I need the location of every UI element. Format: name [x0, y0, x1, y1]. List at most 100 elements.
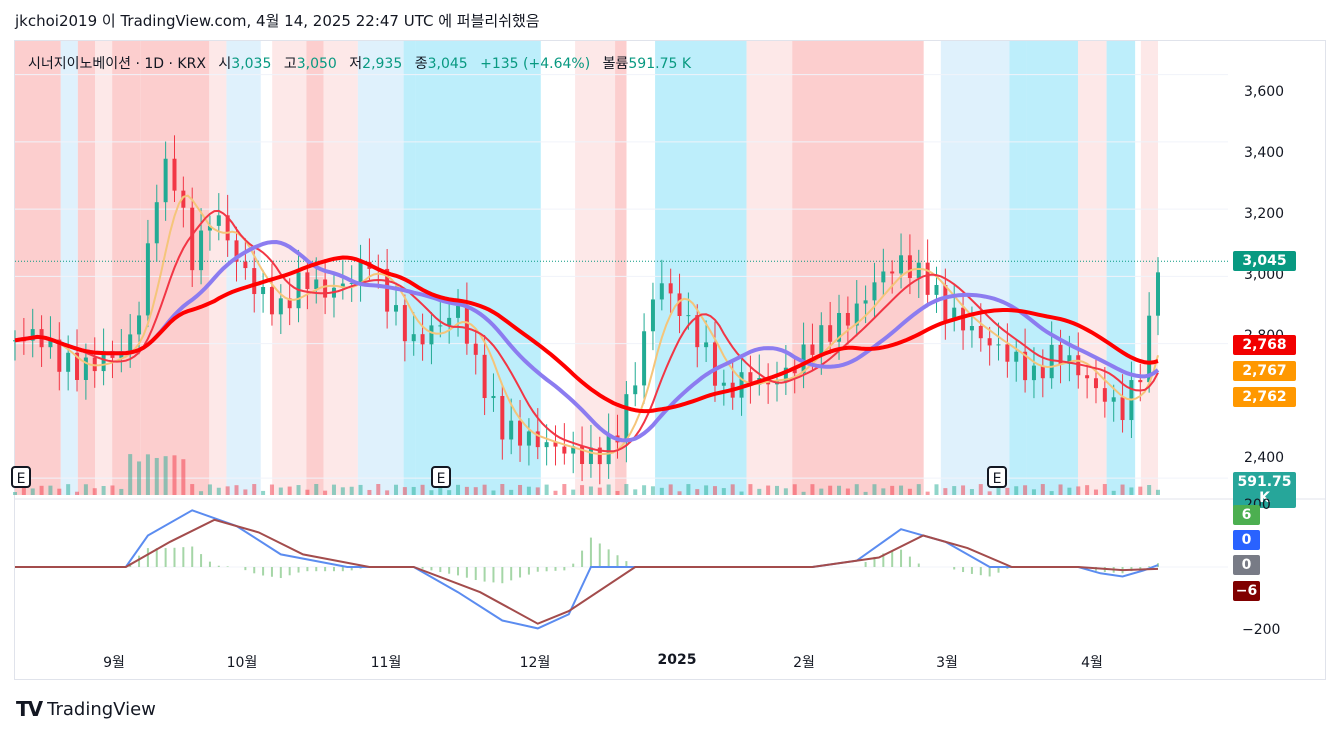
candle-body [739, 372, 744, 398]
volume-bar [925, 491, 930, 495]
y-tick: 3,600 [1244, 84, 1285, 100]
x-tick: 11월 [370, 655, 402, 671]
volume-bar [801, 491, 806, 495]
volume-bar [1120, 484, 1125, 495]
candle-body [358, 261, 363, 283]
candle-body [1067, 355, 1072, 364]
volume-bar [704, 485, 709, 495]
candle-body [323, 279, 328, 298]
volume-bar [411, 486, 416, 495]
regime-band [1009, 41, 1027, 495]
candle-body [500, 395, 505, 440]
candle-body [526, 431, 531, 446]
candle-body [695, 315, 700, 348]
candle-body [668, 283, 673, 294]
macd-histogram-bar [589, 537, 592, 567]
candle-body [402, 305, 407, 342]
candle-body [535, 431, 540, 448]
volume-bar [234, 485, 239, 495]
volume-bar [101, 485, 106, 495]
candle-body [13, 340, 17, 342]
candle-body [642, 331, 647, 386]
footer-brand[interactable]: TV TradingView [16, 697, 156, 721]
volume-bar [172, 455, 177, 495]
macd-histogram-bar [864, 561, 867, 567]
candle-body [562, 446, 567, 454]
volume-bar [420, 484, 425, 495]
y-tick: 3,400 [1244, 145, 1285, 161]
macd-histogram-bar [554, 567, 557, 571]
volume-bar [163, 456, 168, 495]
volume-bar [39, 485, 44, 495]
earnings-marker[interactable]: E [431, 466, 451, 488]
volume-bar [225, 486, 230, 495]
volume-bar [677, 491, 682, 495]
candle-body [349, 282, 354, 284]
volume-bar [438, 484, 443, 495]
macd-histogram-bar [572, 563, 575, 567]
macd-histogram-bar [465, 567, 468, 578]
candle-body [1058, 344, 1063, 364]
signal-line [15, 518, 1159, 625]
candle-body [420, 334, 425, 345]
candle-body [571, 446, 576, 454]
volume-bar [766, 485, 771, 495]
volume-bar [961, 485, 966, 495]
volume-bar [305, 489, 310, 495]
candle-body [748, 372, 753, 385]
candle-body [75, 352, 80, 380]
earnings-marker[interactable]: E [987, 466, 1007, 488]
candle-body [1120, 397, 1125, 421]
volume-bar [659, 487, 664, 495]
volume-bar [367, 489, 372, 495]
macd-histogram-bar [519, 567, 522, 578]
symbol-name[interactable]: 시너지이노베이션 · 1D · KRX [28, 56, 206, 72]
candle-body [845, 312, 850, 326]
y-tick: 2,400 [1244, 450, 1285, 466]
candle-body [243, 261, 248, 269]
candle-body [234, 240, 239, 262]
tradingview-logo-icon: TV [16, 697, 43, 721]
publish-header: jkchoi2019 이 TradingView.com, 4월 14, 202… [15, 12, 540, 30]
macd-histogram-bar [510, 567, 513, 581]
volume-bar [349, 486, 354, 495]
macd-histogram-bar [448, 567, 451, 574]
candle-body [128, 334, 133, 352]
volume-bar [597, 487, 602, 495]
volume-bar [287, 486, 292, 495]
macd-histogram-bar [439, 567, 442, 573]
candle-body [269, 286, 274, 315]
volume-bar [13, 492, 17, 495]
macd-histogram-bar [483, 567, 486, 582]
candle-body [1156, 272, 1160, 316]
macd-histogram-bar [545, 567, 548, 572]
candle-body [907, 255, 912, 279]
earnings-marker[interactable]: E [11, 466, 31, 488]
volume-bar [199, 491, 204, 495]
candle-body [509, 420, 514, 440]
y-tick: 3,200 [1244, 206, 1285, 222]
volume-bar [110, 485, 115, 495]
volume-bar [128, 454, 133, 495]
volume-bar [509, 489, 514, 495]
macd-histogram-bar [891, 551, 894, 567]
volume-bar [48, 485, 53, 495]
volume-bar [1067, 487, 1072, 495]
x-tick: 4월 [1081, 655, 1103, 671]
volume-bar [845, 488, 850, 495]
volume-value: 591.75 K [628, 56, 692, 72]
candle-body [553, 442, 558, 447]
volume-bar [145, 454, 150, 495]
macd-histogram-bar [873, 556, 876, 567]
macd-histogram-bar [527, 567, 530, 575]
macd-histogram-bar [262, 567, 265, 576]
x-tick: 9월 [103, 655, 125, 671]
volume-bar [1031, 489, 1036, 495]
volume-bar [633, 489, 638, 495]
x-tick: 3월 [936, 655, 958, 671]
macd-histogram-bar [970, 567, 973, 574]
macd-histogram-bar [616, 555, 619, 567]
candle-body [650, 299, 655, 332]
macd-histogram-bar [1148, 566, 1151, 567]
